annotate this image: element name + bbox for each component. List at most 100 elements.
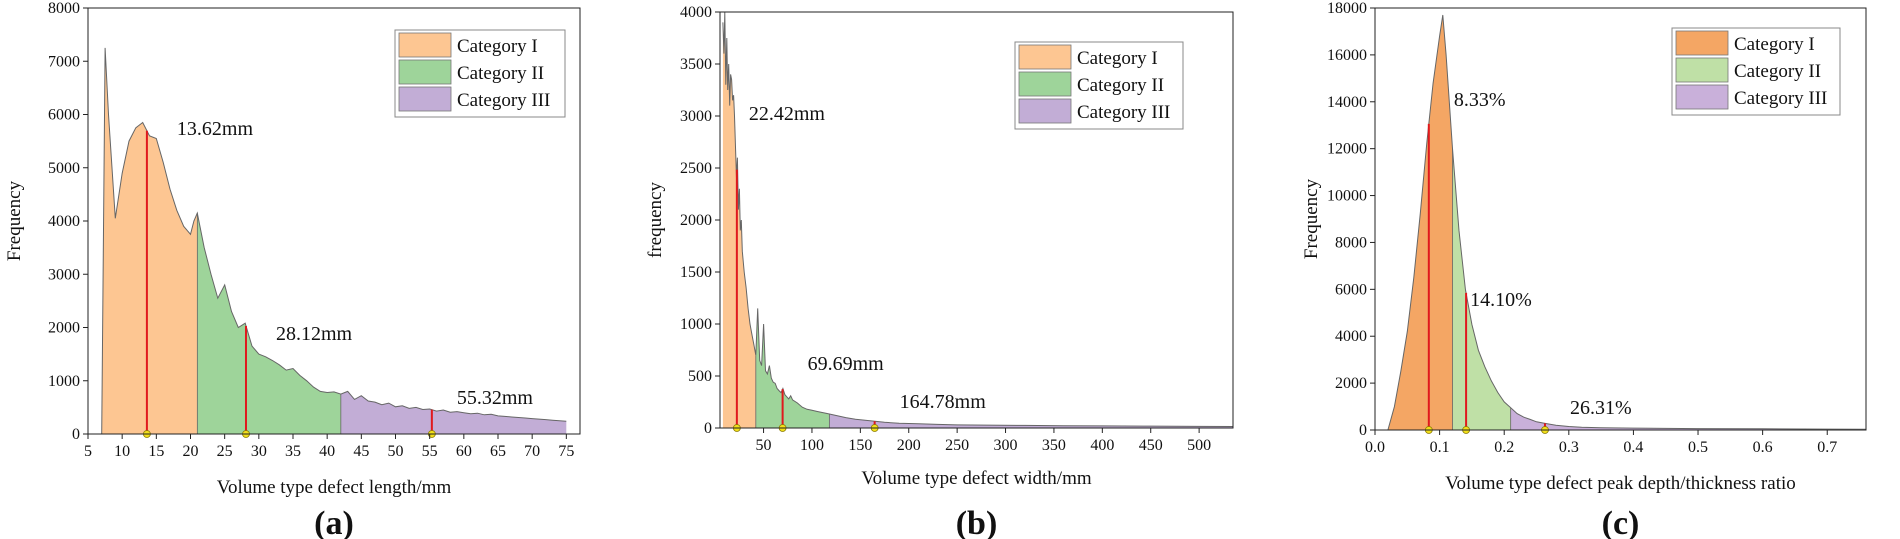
annotation-label: 28.12mm — [276, 323, 353, 345]
x-tick-label: 200 — [897, 437, 921, 454]
y-axis-title: Frequency — [1301, 178, 1322, 259]
legend-label: Category I — [1734, 34, 1815, 55]
y-tick-label: 8000 — [1335, 234, 1367, 251]
area-category-1 — [101, 47, 198, 435]
y-tick-label: 2000 — [1335, 375, 1367, 392]
x-tick-label: 65 — [490, 443, 506, 460]
y-tick-label: 2000 — [48, 320, 80, 337]
y-tick-label: 2000 — [680, 212, 712, 229]
legend-label: Category II — [457, 63, 544, 84]
annotation-label: 22.42mm — [749, 103, 826, 125]
x-tick-label: 75 — [558, 443, 574, 460]
y-tick-label: 0 — [1359, 422, 1367, 439]
y-tick-label: 1000 — [680, 316, 712, 333]
x-tick-label: 60 — [456, 443, 472, 460]
y-tick-label: 2500 — [680, 160, 712, 177]
annotation-label: 8.33% — [1454, 89, 1506, 111]
y-tick-label: 16000 — [1327, 47, 1367, 64]
legend-label: Category III — [1734, 88, 1827, 109]
x-tick-label: 400 — [1090, 437, 1114, 454]
x-tick-label: 0.3 — [1559, 439, 1579, 456]
y-tick-label: 12000 — [1327, 141, 1367, 158]
x-tick-label: 350 — [1042, 437, 1066, 454]
legend-label: Category III — [1077, 102, 1170, 123]
x-tick-label: 0.2 — [1494, 439, 1514, 456]
legend: Category I Category II Category III — [394, 29, 566, 118]
annotation-label: 69.69mm — [808, 353, 885, 375]
y-tick-label: 14000 — [1327, 94, 1367, 111]
x-tick-label: 450 — [1139, 437, 1163, 454]
chart-panel-b: 22.42mm 69.69mm 164.78mm 50 100 150 200 250 300 3… — [645, 4, 1234, 539]
x-tick-label: 70 — [524, 443, 540, 460]
x-tick-label: 250 — [945, 437, 969, 454]
x-tick-label: 0.7 — [1817, 439, 1837, 456]
legend-swatch — [1018, 98, 1072, 124]
legend-swatch — [1675, 84, 1729, 110]
x-tick-label: 55 — [422, 443, 438, 460]
y-tick-label: 5000 — [48, 160, 80, 177]
legend-swatch — [398, 59, 452, 85]
x-tick-label: 45 — [353, 443, 369, 460]
chart-panel-c: 8.33% 14.10% 26.31% 0.0 0.1 0.2 0.3 0.4 0.5 0.6 0.… — [1301, 0, 1867, 539]
x-tick-label: 0.0 — [1365, 439, 1385, 456]
x-tick-label: 150 — [848, 437, 872, 454]
x-tick-label: 100 — [800, 437, 824, 454]
y-tick-label: 6000 — [48, 107, 80, 124]
y-tick-label: 10000 — [1327, 188, 1367, 205]
annotation-label: 164.78mm — [900, 391, 987, 413]
y-tick-label: 0 — [704, 420, 712, 437]
y-tick-label: 500 — [688, 368, 712, 385]
x-tick-label: 50 — [756, 437, 772, 454]
legend: Category I Category II Category III — [1014, 41, 1184, 130]
x-tick-label: 50 — [388, 443, 404, 460]
legend-swatch — [1675, 57, 1729, 83]
legend-label: Category II — [1734, 61, 1821, 82]
legend-swatch — [1018, 71, 1072, 97]
y-axis-title: Frequency — [4, 180, 25, 261]
annotation-label: 55.32mm — [457, 387, 534, 409]
legend-swatch — [1018, 44, 1072, 70]
y-tick-label: 3500 — [680, 56, 712, 73]
plot-frame — [1374, 7, 1867, 431]
area-category-1 — [722, 12, 756, 428]
distribution-outline — [1387, 14, 1867, 431]
x-tick-label: 30 — [251, 443, 267, 460]
x-tick-label: 300 — [994, 437, 1018, 454]
y-tick-label: 1000 — [48, 373, 80, 390]
legend-swatch — [1675, 30, 1729, 56]
area-category-1 — [1387, 15, 1453, 430]
x-tick-label: 40 — [319, 443, 335, 460]
legend-label: Category III — [457, 90, 550, 111]
legend: Category I Category II Category III — [1671, 27, 1841, 116]
annotation-label: 14.10% — [1470, 289, 1532, 311]
legend-swatch — [398, 32, 452, 58]
x-axis-title: Volume type defect width/mm — [861, 468, 1091, 489]
x-tick-label: 20 — [183, 443, 199, 460]
panel-label: (c) — [1602, 505, 1640, 539]
y-tick-label: 1500 — [680, 264, 712, 281]
y-tick-label: 8000 — [48, 0, 80, 17]
y-tick-label: 7000 — [48, 53, 80, 70]
y-tick-label: 3000 — [680, 108, 712, 125]
area-category-3 — [1510, 407, 1866, 430]
x-tick-label: 25 — [217, 443, 233, 460]
x-tick-label: 15 — [148, 443, 164, 460]
x-tick-label: 5 — [84, 443, 92, 460]
x-tick-label: 0.6 — [1753, 439, 1773, 456]
panel-label: (b) — [956, 505, 998, 539]
legend-label: Category I — [1077, 48, 1158, 69]
x-tick-label: 500 — [1187, 437, 1211, 454]
x-tick-label: 35 — [285, 443, 301, 460]
y-tick-label: 4000 — [1335, 328, 1367, 345]
chart-panel-a: 13.62mm 28.12mm 55.32mm 5 10 15 20 25 30 35 40 45 50… — [4, 0, 581, 539]
y-tick-label: 3000 — [48, 266, 80, 283]
y-tick-label: 4000 — [680, 4, 712, 21]
annotation-label: 26.31% — [1570, 397, 1632, 419]
x-axis-title: Volume type defect peak depth/thickness … — [1445, 473, 1796, 494]
y-tick-label: 4000 — [48, 213, 80, 230]
area-category-2 — [755, 308, 830, 428]
y-tick-label: 6000 — [1335, 281, 1367, 298]
y-tick-label: 0 — [72, 426, 80, 443]
distribution-outline — [101, 47, 567, 435]
